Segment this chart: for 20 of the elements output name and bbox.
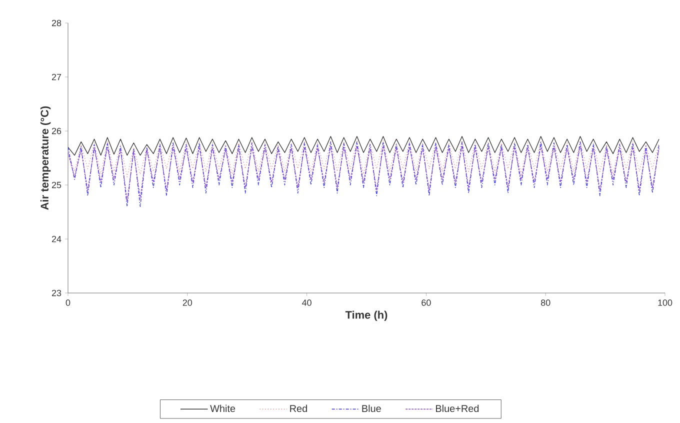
legend-label: Blue+Red — [436, 404, 479, 412]
legend-label: Blue — [362, 404, 381, 412]
y-axis-title: Air temperature (°C) — [40, 106, 51, 210]
line-series — [68, 140, 660, 178]
y-tick-label: 23 — [52, 290, 62, 296]
y-tick-label: 27 — [52, 74, 62, 80]
x-tick-label: 20 — [182, 300, 192, 306]
x-tick-label: 80 — [541, 300, 550, 306]
legend-label: White — [210, 404, 236, 412]
legend-label: Red — [290, 404, 307, 412]
y-tick-label: 26 — [52, 128, 62, 134]
x-axis-title: Time (h) — [345, 310, 388, 321]
x-tick-label: 100 — [658, 300, 672, 306]
y-tick-label: 25 — [52, 182, 62, 188]
x-tick-label: 40 — [302, 300, 312, 306]
y-tick-label: 24 — [52, 236, 62, 242]
y-tick-label: 28 — [52, 20, 62, 26]
x-tick-label: 60 — [422, 300, 431, 306]
x-tick-label: 0 — [66, 300, 70, 306]
line-series — [68, 136, 660, 156]
